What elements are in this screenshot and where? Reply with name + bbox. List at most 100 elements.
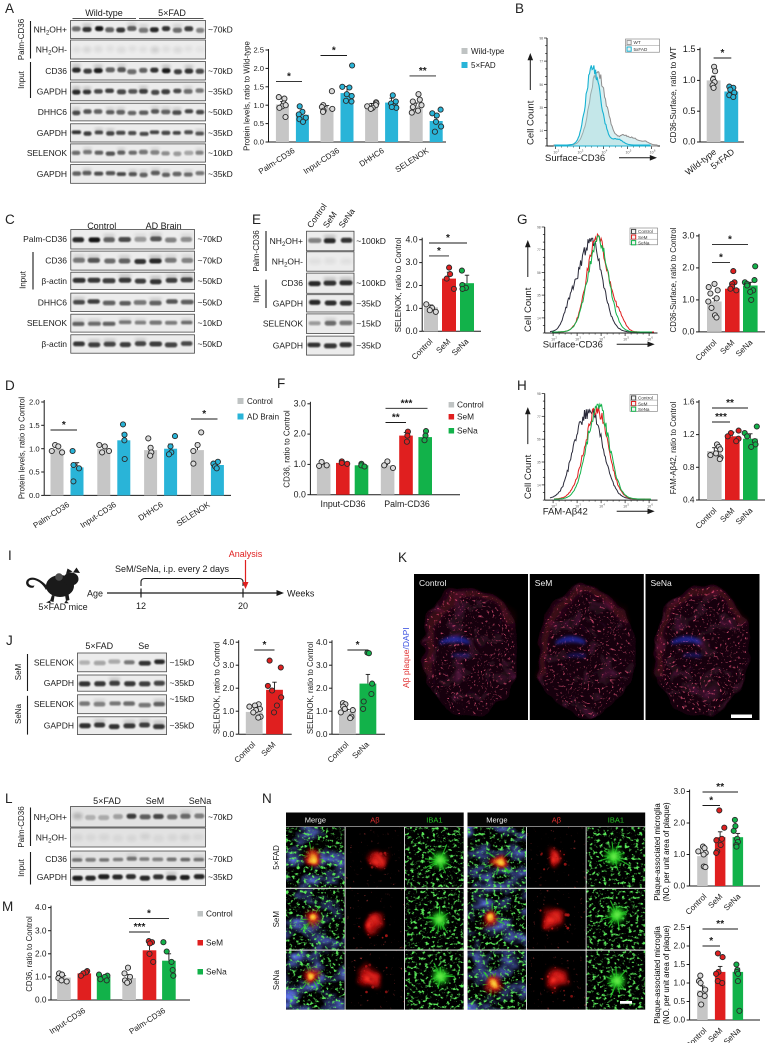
svg-text:**: ** [419, 66, 427, 77]
svg-text:10: 10 [650, 151, 654, 155]
svg-text:*: * [721, 48, 725, 59]
svg-text:GAPDH: GAPDH [37, 872, 67, 882]
svg-text:~10kD: ~10kD [198, 318, 223, 328]
svg-text:5xFAD: 5xFAD [634, 47, 648, 52]
svg-text:Surface-CD36: Surface-CD36 [545, 153, 605, 164]
svg-text:Analysis: Analysis [229, 549, 263, 559]
svg-text:1.0: 1.0 [316, 706, 328, 716]
svg-text:SELENOK: SELENOK [263, 319, 303, 329]
svg-text:2.0: 2.0 [674, 818, 686, 828]
svg-text:1.0: 1.0 [29, 444, 40, 453]
svg-text:5×FAD mice: 5×FAD mice [38, 602, 87, 612]
svg-text:Palm-CD36: Palm-CD36 [252, 230, 261, 272]
svg-text:1.0: 1.0 [674, 978, 686, 988]
svg-text:~70kD: ~70kD [208, 66, 233, 76]
svg-text:10: 10 [647, 338, 651, 342]
svg-text:Control: Control [457, 400, 484, 410]
svg-text:L: L [5, 791, 13, 806]
svg-text:*: * [709, 936, 713, 947]
svg-text:5: 5 [630, 149, 632, 153]
svg-text:Control: Control [247, 397, 273, 406]
svg-text:GAPDH: GAPDH [273, 298, 303, 308]
svg-text:*: * [446, 233, 450, 244]
svg-text:***: *** [401, 398, 413, 409]
svg-text:DHHC6: DHHC6 [38, 297, 68, 307]
svg-text:4.0: 4.0 [405, 234, 417, 244]
svg-text:10: 10 [602, 151, 606, 155]
svg-text:~100kD: ~100kD [356, 236, 386, 246]
svg-text:**: ** [392, 413, 400, 424]
svg-text:*: * [437, 246, 441, 257]
svg-text:Aβ plaque/DAPI: Aβ plaque/DAPI [401, 627, 411, 688]
svg-text:NH2OH+: NH2OH+ [34, 812, 67, 824]
svg-text:Protein levels, ratio to Contr: Protein levels, ratio to Control [18, 397, 27, 500]
svg-text:2.0: 2.0 [29, 398, 40, 407]
svg-text:SeNa: SeNa [206, 967, 227, 977]
svg-text:β-actin: β-actin [41, 276, 67, 286]
svg-text:SELENOK: SELENOK [34, 657, 74, 667]
svg-text:10: 10 [575, 505, 579, 509]
svg-text:3.0: 3.0 [674, 786, 686, 796]
svg-text:3: 3 [579, 336, 581, 340]
svg-text:NH2OH-: NH2OH- [272, 257, 303, 269]
svg-text:~15kD: ~15kD [356, 319, 381, 329]
svg-text:SELENOK, ratio to Control: SELENOK, ratio to Control [213, 642, 222, 735]
svg-text:Age: Age [87, 589, 103, 599]
svg-text:*: * [332, 46, 336, 57]
svg-text:10: 10 [599, 338, 603, 342]
svg-text:CD36, ratio to Control: CD36, ratio to Control [283, 410, 292, 488]
svg-text:SeM: SeM [638, 401, 648, 406]
svg-text:Control: Control [206, 909, 233, 919]
svg-text:2.0: 2.0 [316, 683, 328, 693]
svg-text:6: 6 [654, 149, 656, 153]
svg-text:AD Brain: AD Brain [247, 413, 279, 422]
svg-text:2.0: 2.0 [35, 948, 47, 958]
svg-text:Palm-CD36: Palm-CD36 [17, 18, 26, 60]
svg-text:SeM: SeM [14, 663, 23, 680]
svg-text:GAPDH: GAPDH [37, 128, 67, 138]
svg-text:0.0: 0.0 [223, 729, 235, 739]
svg-text:98: 98 [537, 226, 541, 230]
svg-text:56: 56 [537, 438, 541, 442]
svg-text:3.0: 3.0 [223, 660, 235, 670]
svg-text:6: 6 [651, 336, 653, 340]
svg-text:0.0: 0.0 [294, 489, 306, 499]
svg-text:*: * [147, 908, 151, 919]
svg-text:~70kD: ~70kD [208, 812, 233, 822]
svg-text:0.5: 0.5 [674, 996, 686, 1006]
svg-text:4.0: 4.0 [35, 902, 47, 912]
svg-text:1.5: 1.5 [29, 421, 40, 430]
svg-text:NH2OH+: NH2OH+ [34, 25, 67, 37]
svg-text:Control: Control [638, 396, 653, 401]
svg-text:1.5: 1.5 [253, 82, 264, 91]
svg-text:IBA1: IBA1 [608, 816, 624, 825]
svg-text:1.0: 1.0 [35, 972, 47, 982]
svg-text:~35kD: ~35kD [356, 341, 381, 351]
svg-text:~35kD: ~35kD [208, 169, 233, 179]
svg-text:B: B [515, 1, 524, 16]
svg-text:14: 14 [539, 129, 543, 133]
svg-text:SeNa: SeNa [14, 703, 23, 724]
svg-text:77: 77 [539, 60, 543, 64]
svg-text:**: ** [726, 398, 734, 409]
svg-text:G: G [517, 212, 528, 227]
svg-text:D: D [5, 378, 15, 393]
svg-text:Aβ: Aβ [552, 816, 562, 825]
svg-text:H: H [517, 378, 527, 393]
svg-text:GAPDH: GAPDH [37, 169, 67, 179]
svg-text:10: 10 [551, 338, 555, 342]
svg-text:1.0: 1.0 [294, 459, 306, 469]
svg-text:SeNa: SeNa [272, 970, 281, 991]
svg-text:GAPDH: GAPDH [37, 86, 67, 96]
svg-text:CD36: CD36 [45, 256, 67, 266]
svg-text:3: 3 [579, 503, 581, 507]
svg-text:SeNa: SeNa [457, 426, 478, 436]
svg-text:5×FAD: 5×FAD [471, 61, 496, 70]
svg-text:Cell Count: Cell Count [526, 100, 537, 145]
svg-text:3.0: 3.0 [35, 925, 47, 935]
svg-text:GAPDH: GAPDH [44, 678, 74, 688]
svg-text:14: 14 [537, 316, 541, 320]
svg-text:~50kD: ~50kD [198, 297, 223, 307]
svg-text:K: K [398, 550, 407, 565]
svg-text:3.0: 3.0 [294, 398, 306, 408]
